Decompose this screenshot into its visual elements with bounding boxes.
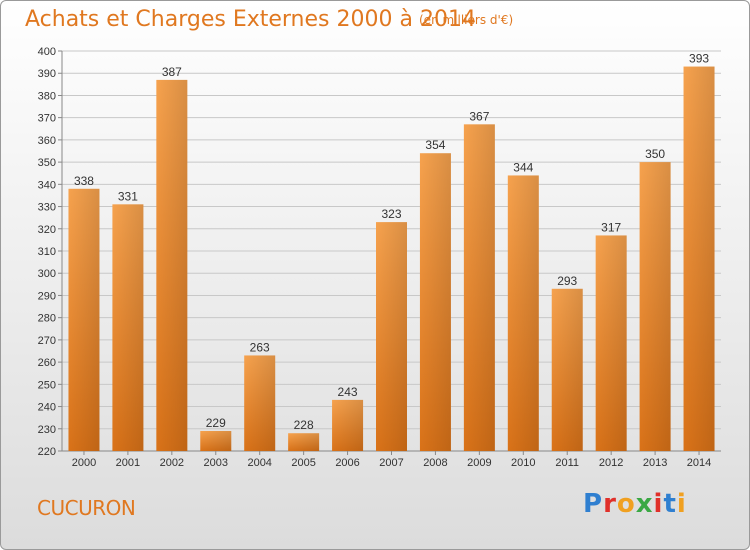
bar-shade-2012 <box>595 235 627 451</box>
y-tick-label: 340 <box>38 179 56 191</box>
x-tick-label: 2000 <box>72 457 96 469</box>
bar-value-label: 393 <box>689 52 709 66</box>
bar-shade-2014 <box>683 66 715 452</box>
y-tick-label: 230 <box>38 424 56 436</box>
y-tick-label: 350 <box>38 157 56 169</box>
y-tick-label: 360 <box>38 135 56 147</box>
y-tick-label: 220 <box>38 446 56 458</box>
x-tick-label: 2003 <box>204 457 228 469</box>
y-tick-label: 260 <box>38 357 56 369</box>
bar-value-label: 243 <box>338 385 358 399</box>
bar-value-label: 367 <box>469 109 489 123</box>
y-tick-label: 380 <box>38 90 56 102</box>
logo-letter: P <box>583 489 604 519</box>
bar-value-label: 331 <box>118 189 138 203</box>
commune-name: CUCURON <box>37 496 136 520</box>
bar-shade-2005 <box>288 433 320 451</box>
bar-shade-2006 <box>332 399 364 451</box>
y-tick-label: 390 <box>38 68 56 80</box>
bar-shade-2011 <box>551 288 583 451</box>
x-tick-label: 2002 <box>160 457 184 469</box>
y-tick-label: 320 <box>38 224 56 236</box>
y-tick-label: 300 <box>38 268 56 280</box>
bar-value-label: 387 <box>162 65 182 79</box>
x-tick-label: 2009 <box>467 457 491 469</box>
x-tick-label: 2007 <box>379 457 403 469</box>
bar-value-label: 344 <box>513 160 533 174</box>
chart-title: Achats et Charges Externes 2000 à 2014 <box>25 7 476 32</box>
bar-shade-2000 <box>68 188 100 451</box>
x-tick-label: 2008 <box>423 457 447 469</box>
logo-letter: r <box>603 489 617 519</box>
bar-value-label: 338 <box>74 174 94 188</box>
bar-shade-2008 <box>419 153 451 451</box>
logo-letter: i <box>653 489 664 519</box>
bar-value-label: 229 <box>206 416 226 430</box>
y-tick-label: 240 <box>38 402 56 414</box>
x-tick-label: 2004 <box>247 457 271 469</box>
y-tick-label: 280 <box>38 313 56 325</box>
x-tick-label: 2012 <box>599 457 623 469</box>
x-tick-label: 2014 <box>687 457 711 469</box>
logo-letter: i <box>676 489 687 519</box>
bar-shade-2010 <box>507 175 539 451</box>
bar-value-label: 323 <box>381 207 401 221</box>
bar-shade-2013 <box>639 162 671 451</box>
proxiti-logo[interactable]: Proxiti <box>583 489 687 519</box>
x-tick-label: 2001 <box>116 457 140 469</box>
y-tick-label: 310 <box>38 246 56 258</box>
bar-shade-2001 <box>112 204 144 451</box>
x-tick-label: 2013 <box>643 457 667 469</box>
bar-value-label: 350 <box>645 147 665 161</box>
bar-value-label: 228 <box>294 418 314 432</box>
logo-letter: o <box>616 489 636 519</box>
bar-value-label: 354 <box>425 138 445 152</box>
logo-letter: x <box>635 489 654 519</box>
bar-value-label: 293 <box>557 274 577 288</box>
y-tick-label: 400 <box>38 46 56 58</box>
x-tick-label: 2011 <box>555 457 579 469</box>
x-tick-label: 2005 <box>291 457 315 469</box>
bar-shade-2003 <box>200 431 232 451</box>
y-tick-label: 330 <box>38 202 56 214</box>
y-tick-label: 370 <box>38 113 56 125</box>
logo-letter: t <box>663 489 677 519</box>
bar-shade-2007 <box>376 222 407 451</box>
x-tick-label: 2010 <box>511 457 535 469</box>
bar-value-label: 317 <box>601 220 621 234</box>
bar-shade-2004 <box>244 355 276 451</box>
x-tick-label: 2006 <box>335 457 359 469</box>
y-tick-label: 290 <box>38 290 56 302</box>
y-tick-label: 270 <box>38 335 56 347</box>
y-tick-label: 250 <box>38 379 56 391</box>
bar-value-label: 263 <box>250 340 270 354</box>
bar-shade-2009 <box>463 124 495 451</box>
bar-shade-2002 <box>156 79 188 451</box>
chart-subtitle: (en milliers d'€) <box>419 13 514 27</box>
